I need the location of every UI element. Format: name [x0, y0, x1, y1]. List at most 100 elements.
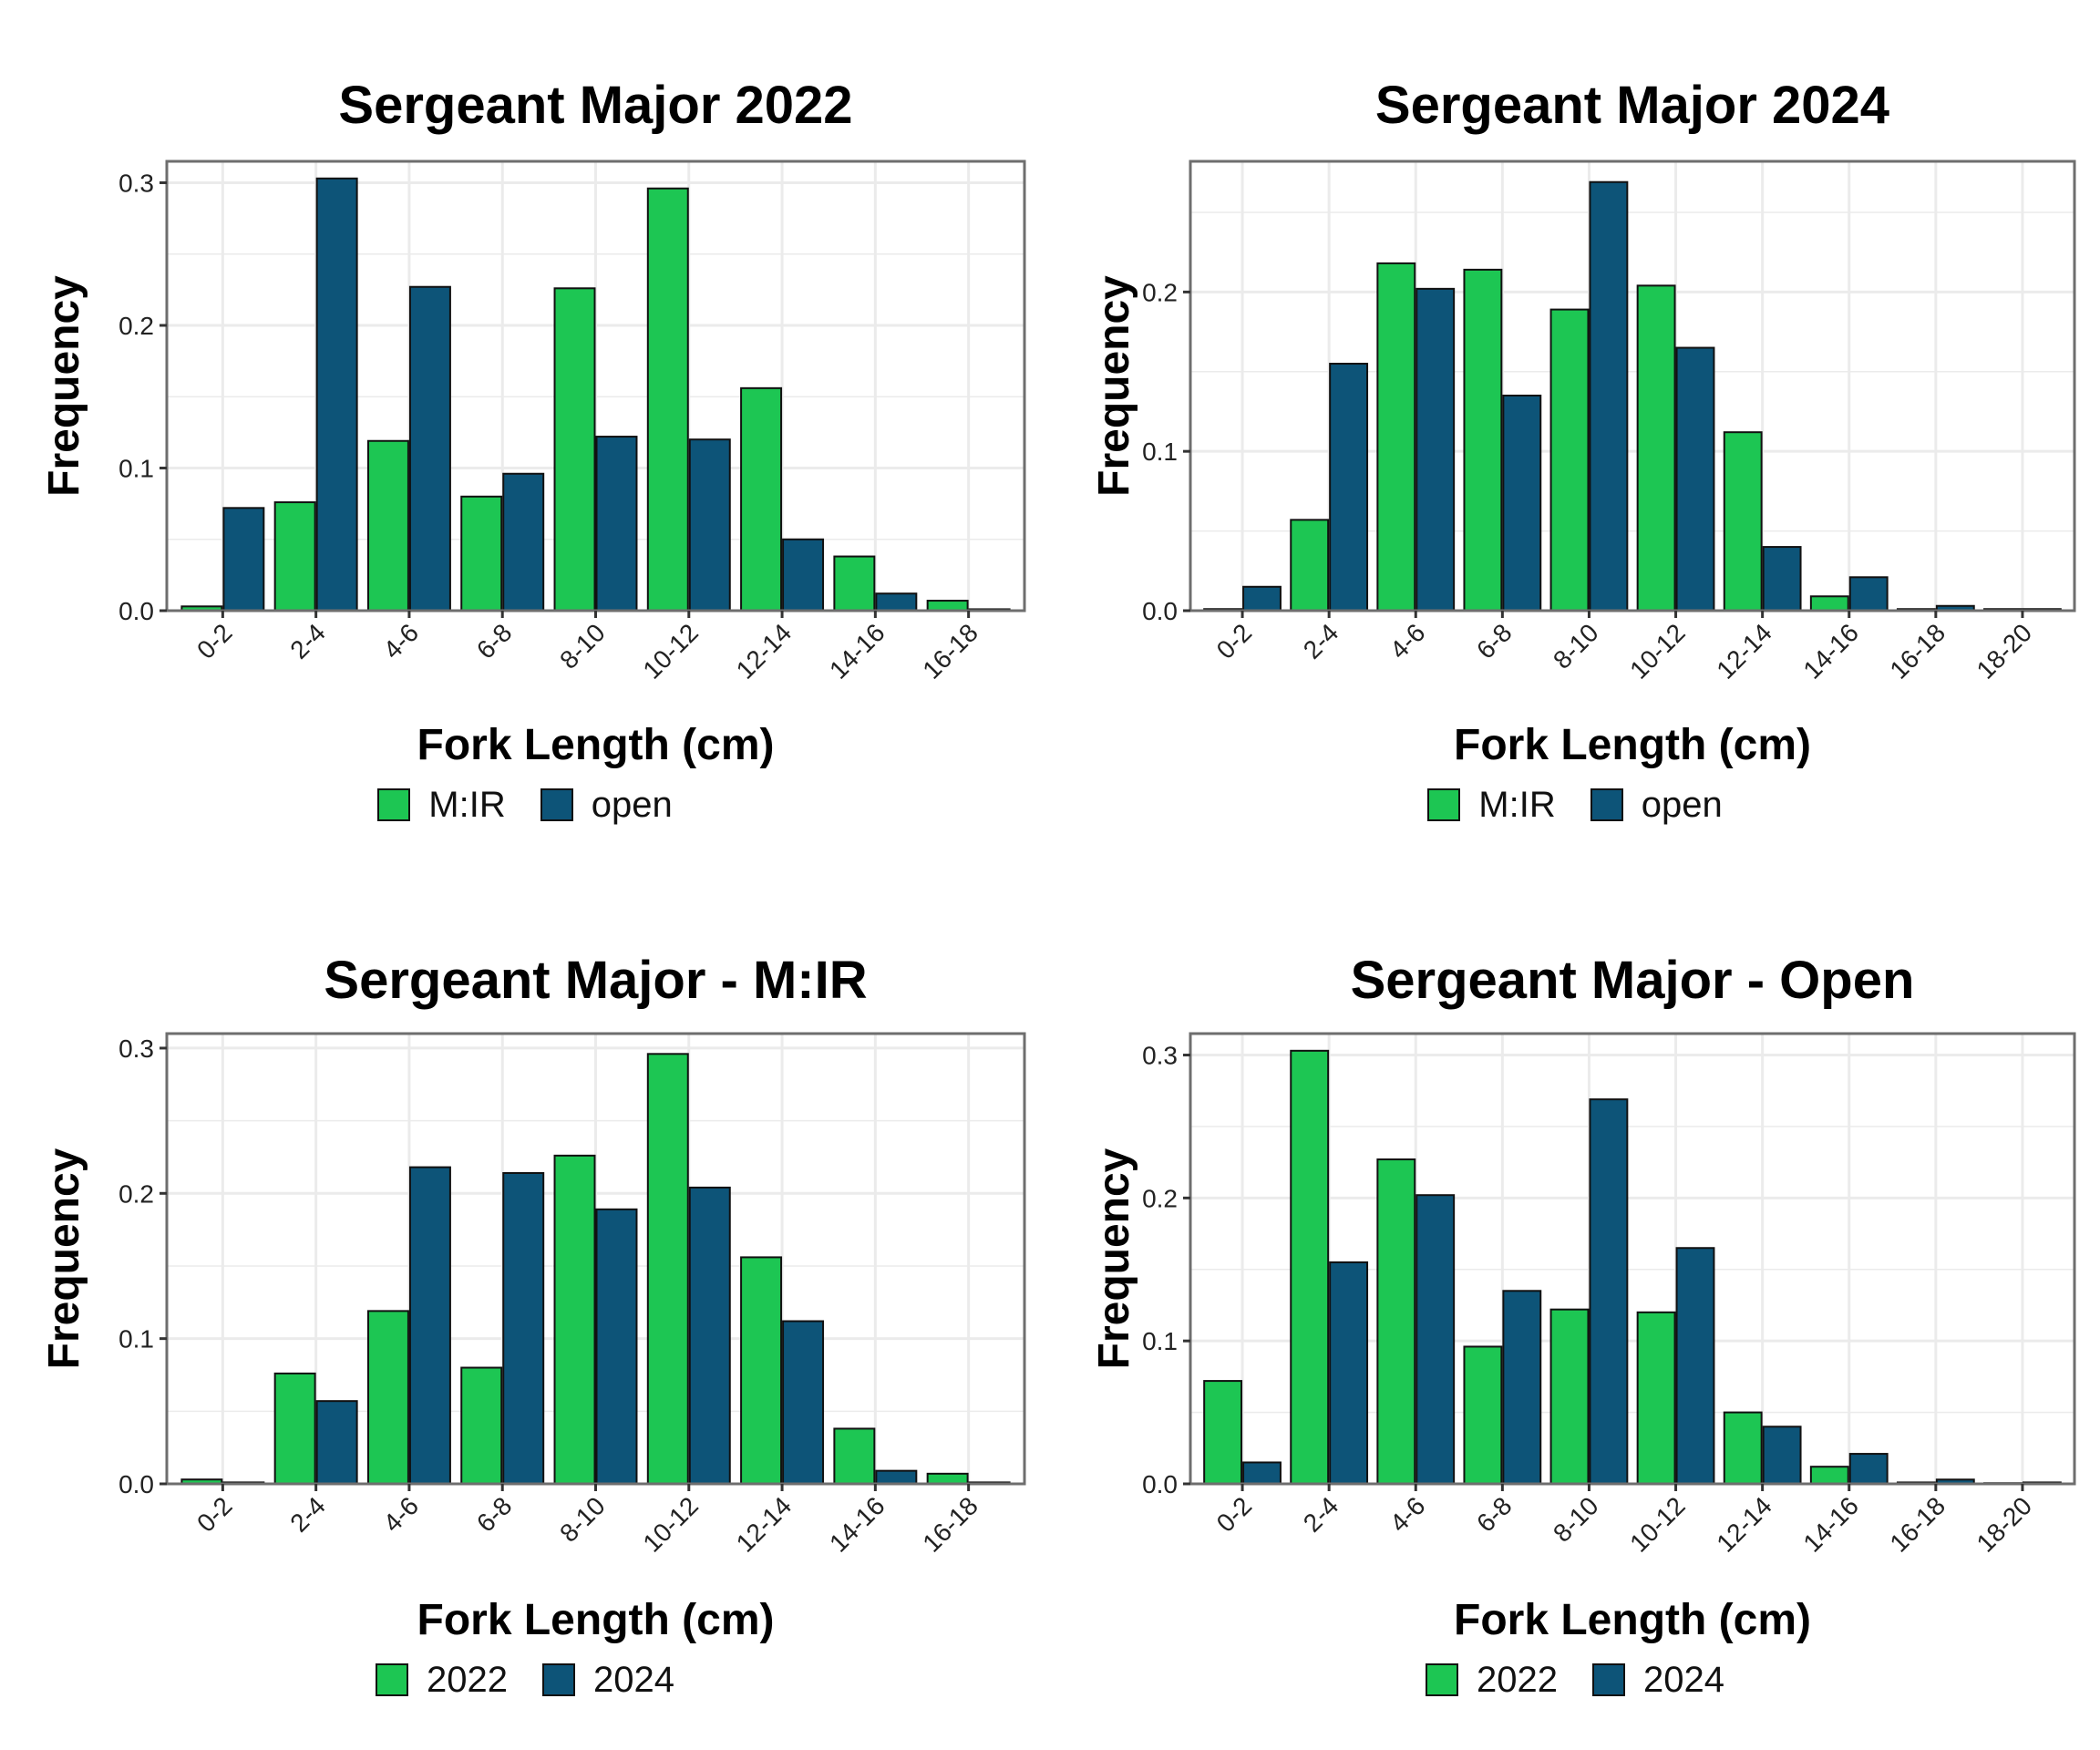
x-tick-label: 8-10 — [554, 618, 611, 674]
bar — [688, 438, 731, 612]
bar — [1549, 308, 1590, 612]
x-axis-label: Fork Length (cm) — [417, 1596, 775, 1644]
bar — [1376, 262, 1416, 612]
plot-frame — [1189, 1032, 2076, 1486]
legend-item: 2024 — [542, 1660, 674, 1701]
chart-title: Sergeant Major - Open — [1351, 951, 1915, 1010]
bar — [646, 187, 689, 612]
chart-panel-3: 0.0 0.1 0.2 0.3 0-2 2-4 4-6 6-8 8-10 10-12 12-14 14… — [0, 875, 1050, 1750]
bar — [553, 287, 596, 612]
chart-legend-4: 2022 2024 — [1050, 1652, 2100, 1707]
legend-item: 2022 — [376, 1660, 508, 1701]
chart-title: Sergeant Major - M:IR — [324, 951, 867, 1010]
legend-label: M:IR — [428, 784, 506, 825]
chart-legend-2: M:IR open — [1050, 777, 2100, 832]
legend-item: 2022 — [1426, 1660, 1558, 1701]
chart-panel-2: 0.0 0.1 0.2 0-2 2-4 4-6 6-8 8-10 10-12 12-14 14-16… — [1050, 0, 2100, 875]
x-tick-label: 6-8 — [1471, 1491, 1518, 1538]
x-tick-label: 16-18 — [917, 1491, 983, 1558]
x-tick-label: 8-10 — [1548, 1491, 1604, 1548]
x-tick-label: 4-6 — [378, 618, 425, 664]
y-tick-label: 0.3 — [118, 169, 154, 197]
bar — [833, 1427, 876, 1486]
bar — [408, 1166, 451, 1485]
bar — [1675, 346, 1715, 612]
y-tick-label: 0.2 — [118, 1179, 154, 1208]
x-tick-label: 14-16 — [1797, 1491, 1864, 1558]
y-axis-label: Frequency — [40, 1148, 88, 1369]
x-tick-label: 4-6 — [378, 1491, 425, 1538]
x-tick-label: 6-8 — [471, 618, 518, 664]
bar — [875, 1469, 918, 1486]
bar — [1675, 1247, 1715, 1485]
bar — [273, 501, 316, 612]
chart-title: Sergeant Major 2024 — [1375, 76, 1889, 135]
x-tick-label: 0-2 — [191, 1491, 238, 1538]
y-tick-label: 0.2 — [1142, 278, 1178, 306]
y-tick-label: 0.0 — [118, 1470, 154, 1498]
plot-frame — [1189, 160, 2076, 612]
legend-label: M:IR — [1478, 784, 1556, 825]
legend-label: open — [591, 784, 673, 825]
x-tick-label: 2-4 — [284, 1491, 331, 1538]
bar — [740, 386, 783, 612]
legend-swatch-blue — [1590, 788, 1623, 821]
bar — [1203, 1380, 1243, 1485]
legend-item: M:IR — [1427, 784, 1556, 826]
chart-svg-4: 0.0 0.1 0.2 0.3 0-2 2-4 4-6 6-8 8-10 10-12 12-14 14… — [1090, 951, 2076, 1644]
legend-label: 2022 — [427, 1659, 508, 1700]
chart-panel-1: 0.0 0.1 0.2 0.3 0-2 2-4 4-6 6-8 8-10 10-12 12-14 14… — [0, 0, 1050, 875]
bar — [222, 507, 265, 612]
x-tick-label: 10-12 — [637, 1491, 704, 1558]
bar — [1636, 284, 1676, 612]
legend-swatch-blue — [540, 788, 573, 821]
x-tick-label: 16-18 — [917, 618, 983, 685]
x-tick-label: 0-2 — [1211, 1491, 1258, 1538]
bar — [740, 1256, 783, 1486]
x-tick-label: 12-14 — [1711, 1491, 1777, 1558]
bar — [273, 1372, 316, 1485]
bar — [926, 1472, 969, 1485]
legend-swatch-green — [377, 788, 411, 821]
legend-label: 2022 — [1477, 1659, 1558, 1700]
bar — [1290, 519, 1330, 612]
x-tick-label: 12-14 — [731, 1491, 798, 1558]
chart-svg-2: 0.0 0.1 0.2 0-2 2-4 4-6 6-8 8-10 10-12 12-14 14-16… — [1090, 76, 2076, 769]
bar — [502, 472, 545, 612]
bar — [1848, 576, 1889, 612]
bar — [553, 1154, 596, 1485]
chart-title: Sergeant Major 2022 — [338, 76, 852, 135]
legend-item: M:IR — [377, 784, 506, 826]
bar — [502, 1171, 545, 1485]
legend-swatch-blue — [1592, 1663, 1625, 1696]
x-tick-label: 6-8 — [471, 1491, 518, 1538]
x-tick-label: 0-2 — [1211, 618, 1258, 664]
x-tick-label: 2-4 — [1298, 618, 1344, 664]
legend-label: 2024 — [1643, 1659, 1724, 1700]
legend-item: 2024 — [1592, 1660, 1724, 1701]
x-tick-label: 2-4 — [284, 618, 331, 664]
bar — [460, 1366, 503, 1485]
x-axis-label: Fork Length (cm) — [1454, 1596, 1811, 1644]
bar — [1723, 1411, 1763, 1485]
y-tick-label: 0.1 — [118, 454, 154, 482]
bar — [1415, 287, 1456, 612]
bar — [460, 495, 503, 612]
y-tick-label: 0.2 — [118, 312, 154, 340]
y-tick-label: 0.0 — [1142, 597, 1178, 625]
bar — [1290, 1049, 1330, 1485]
y-tick-label: 0.0 — [118, 597, 154, 625]
y-tick-label: 0.1 — [1142, 1327, 1178, 1355]
x-tick-label: 14-16 — [824, 1491, 890, 1558]
legend-swatch-green — [1426, 1663, 1459, 1696]
bar — [595, 436, 638, 612]
legend-swatch-blue — [542, 1663, 575, 1696]
legend-label: open — [1641, 784, 1723, 825]
bar — [1463, 268, 1503, 612]
x-tick-label: 16-18 — [1885, 618, 1951, 685]
x-tick-label: 18-20 — [1971, 1491, 2038, 1558]
bar — [1242, 585, 1282, 612]
bar — [315, 177, 358, 612]
x-tick-label: 12-14 — [1711, 618, 1777, 685]
y-tick-label: 0.3 — [118, 1035, 154, 1063]
